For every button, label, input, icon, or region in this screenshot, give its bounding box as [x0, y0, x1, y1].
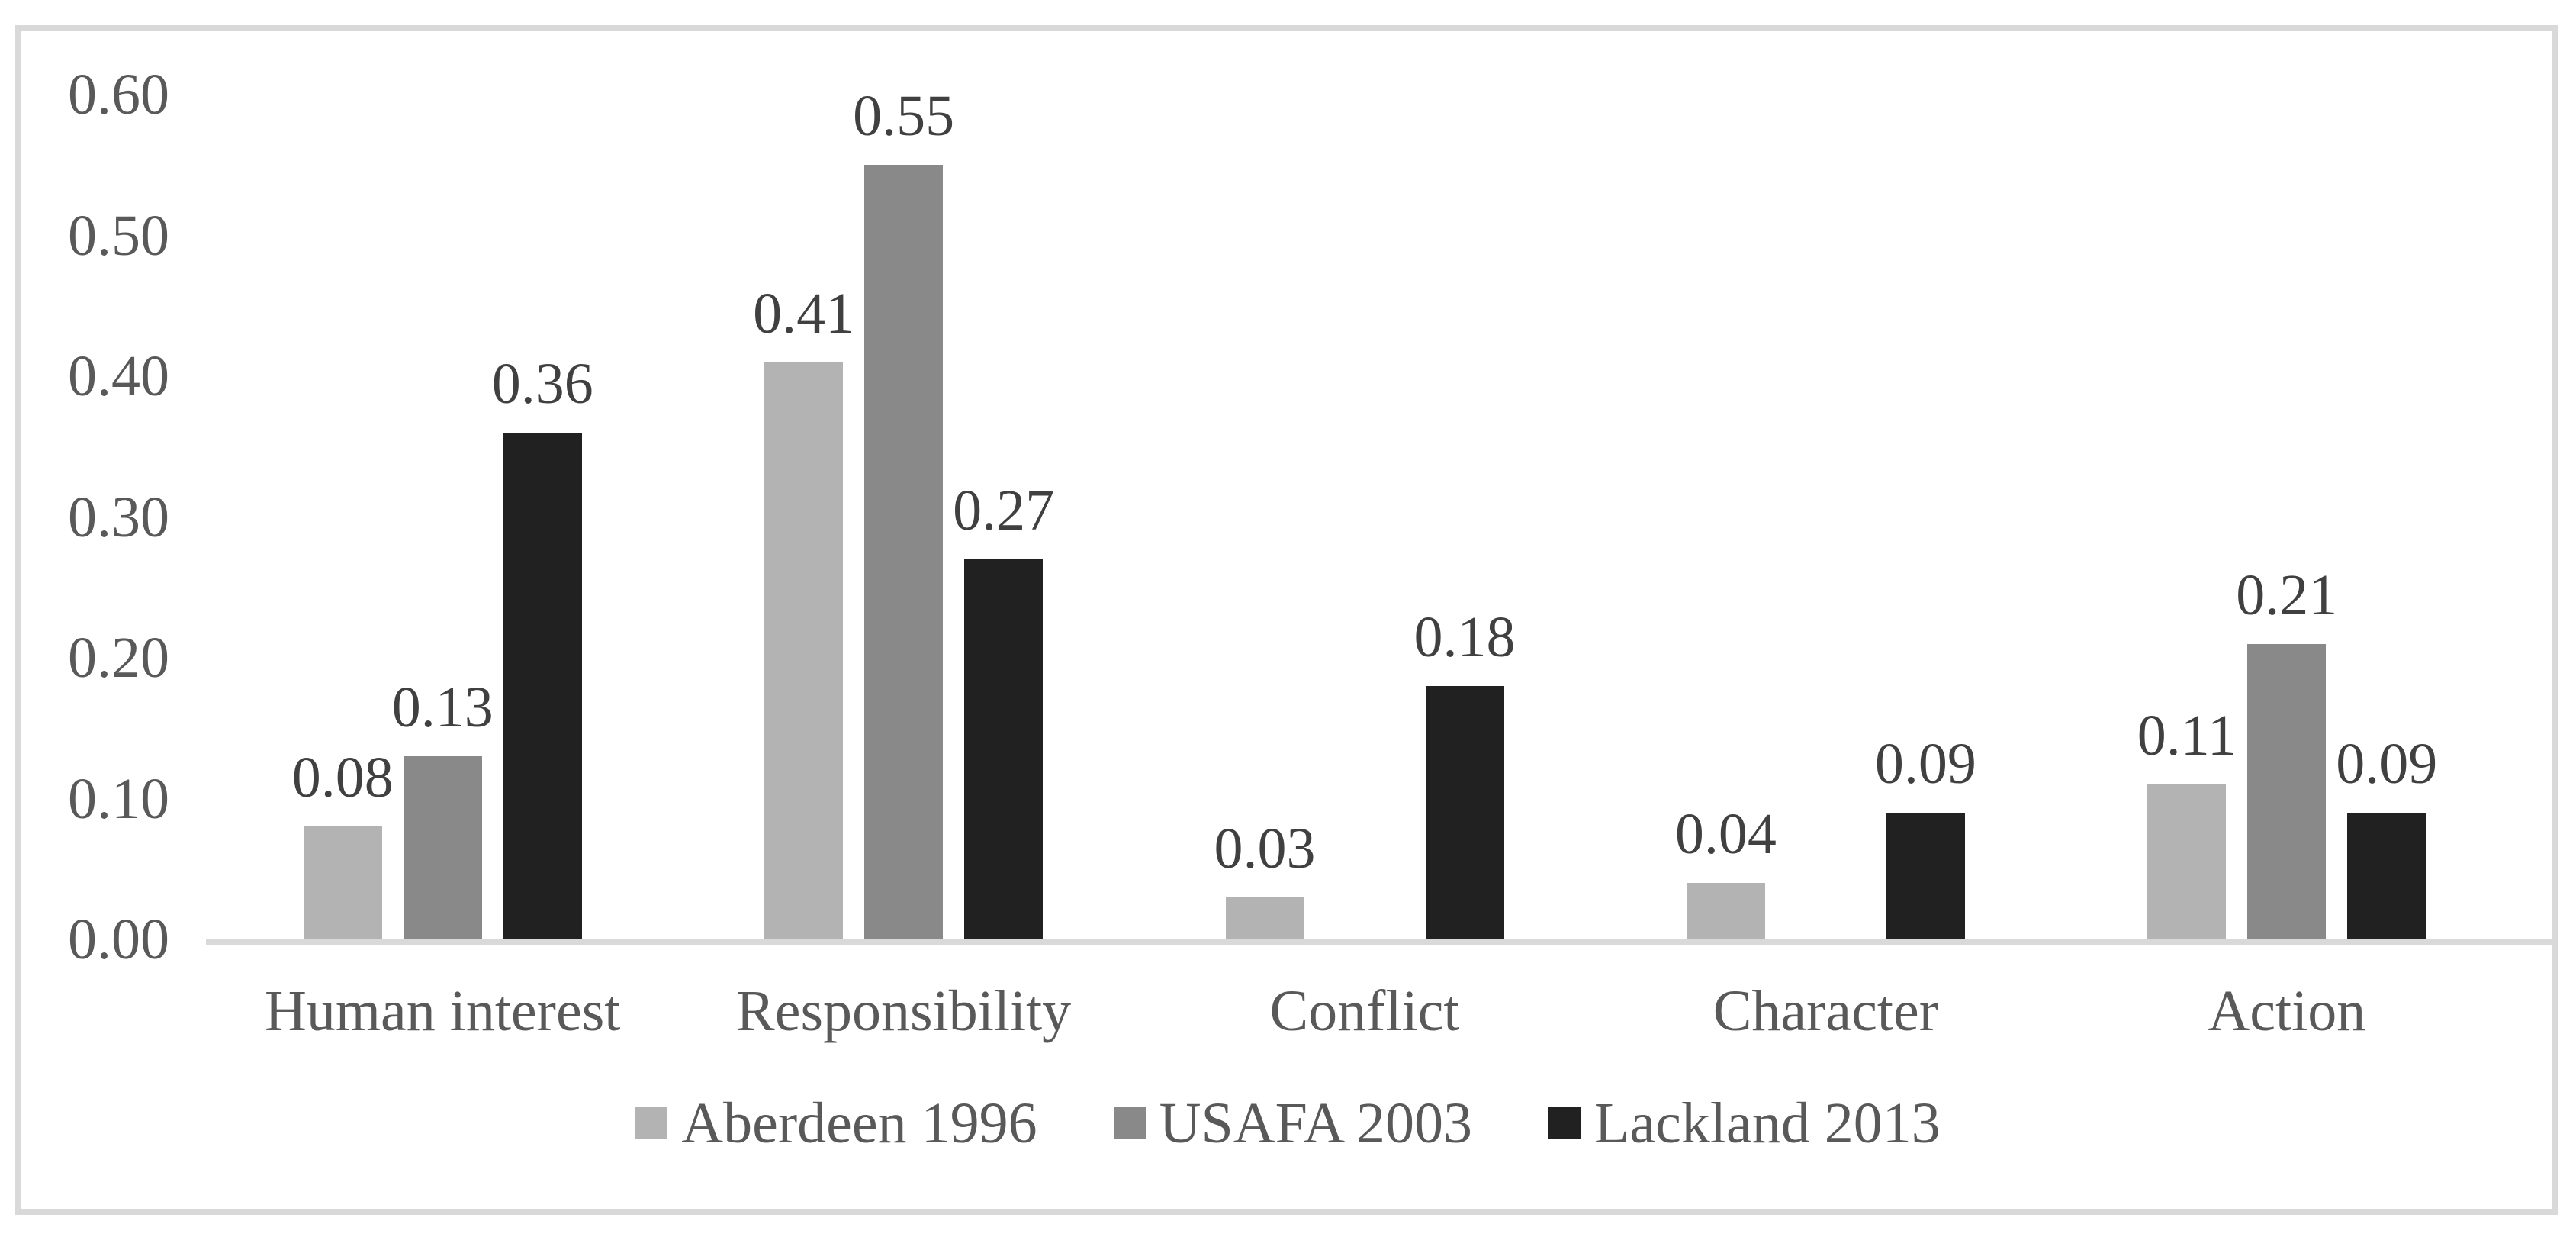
bar [1225, 897, 1304, 939]
y-tick-label: 0.20 [68, 626, 169, 690]
value-label: 0.55 [853, 84, 955, 149]
y-tick-label: 0.60 [68, 63, 169, 127]
bar [864, 165, 944, 939]
bar [2347, 812, 2426, 939]
value-label: 0.27 [953, 478, 1055, 543]
value-label: 0.09 [2336, 731, 2438, 796]
bar [964, 559, 1044, 939]
legend-label: Aberdeen 1996 [681, 1091, 1037, 1155]
value-label: 0.41 [753, 281, 855, 346]
category-label: Character [1713, 979, 1939, 1043]
y-tick-label: 0.00 [68, 907, 169, 971]
bar [1686, 883, 1765, 939]
legend-item: Aberdeen 1996 [635, 1093, 1037, 1154]
value-label: 0.21 [2236, 562, 2338, 627]
value-label: 0.11 [2137, 704, 2237, 768]
category-label: Human interest [264, 979, 621, 1043]
bar [764, 362, 844, 939]
value-label: 0.03 [1214, 816, 1316, 881]
y-tick-label: 0.30 [68, 485, 169, 549]
bar [2247, 643, 2327, 939]
legend-item: USAFA 2003 [1113, 1091, 1472, 1155]
category-label: Responsibility [736, 979, 1072, 1043]
legend-label: Lackland 2013 [1594, 1091, 1941, 1155]
legend-marker-icon [635, 1107, 668, 1139]
legend-marker-icon [1113, 1107, 1146, 1139]
bar [403, 756, 482, 939]
bar [1886, 812, 1965, 939]
value-label: 0.18 [1413, 604, 1516, 669]
bar [303, 826, 382, 939]
category-label: Conflict [1269, 979, 1460, 1043]
value-label: 0.08 [291, 746, 394, 810]
category-label: Action [2208, 979, 2366, 1043]
y-tick-label: 0.40 [68, 344, 169, 408]
y-tick-label: 0.50 [68, 203, 169, 268]
legend-marker-icon [1548, 1107, 1581, 1139]
bar [2147, 784, 2227, 939]
value-label: 0.09 [1874, 731, 1976, 796]
bar [503, 432, 582, 939]
legend-item: Lackland 2013 [1548, 1093, 1941, 1154]
x-axis-line [206, 939, 2552, 945]
value-label: 0.13 [391, 675, 494, 740]
legend: Aberdeen 1996 USAFA 2003 Lackland 2013 [0, 1090, 2576, 1156]
value-label: 0.04 [1674, 802, 1777, 867]
legend-label: USAFA 2003 [1159, 1091, 1472, 1155]
y-tick-label: 0.10 [68, 766, 169, 831]
chart-frame [15, 25, 2558, 1215]
value-label: 0.36 [491, 351, 593, 416]
bar [1425, 685, 1504, 939]
